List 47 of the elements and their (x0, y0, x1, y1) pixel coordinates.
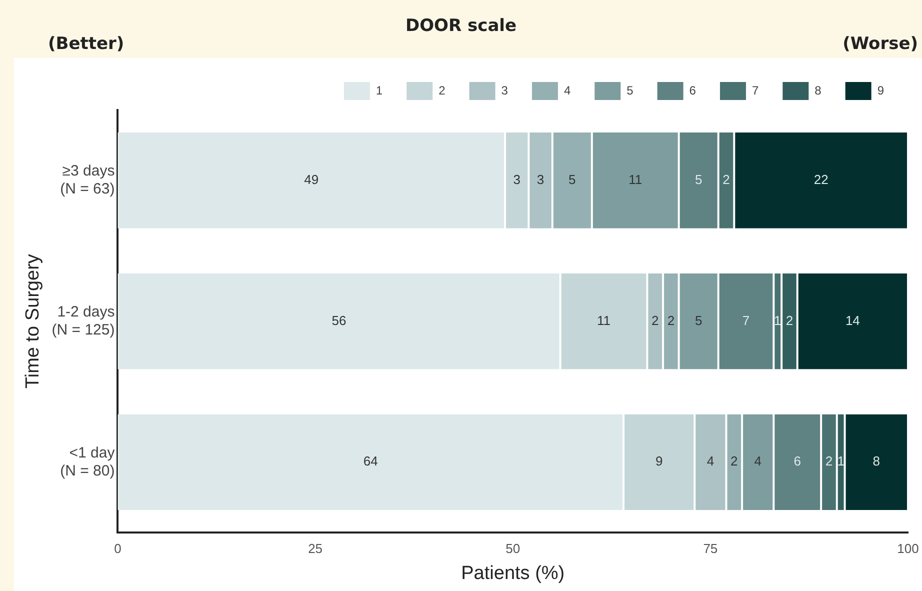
x-tick-label: 75 (703, 540, 718, 556)
x-tick-label: 50 (506, 540, 520, 556)
legend-title: DOOR scale (405, 16, 517, 36)
y-tick-label: ≥3 days (N = 63) (60, 162, 115, 198)
data-label: 9 (655, 454, 663, 469)
y-axis-title: Time to Surgery (22, 254, 44, 389)
data-label: 4 (754, 454, 762, 469)
x-tick-label: 0 (114, 540, 122, 556)
data-label: 2 (825, 454, 833, 469)
y-tick-label: <1 day (N = 80) (60, 444, 116, 480)
data-label: 5 (694, 312, 702, 328)
data-label: 6 (794, 454, 801, 469)
legend-label: 1 (376, 83, 383, 98)
legend-label: 4 (564, 83, 571, 98)
text: (Better) (48, 34, 124, 54)
data-label: 2 (652, 312, 659, 328)
data-label: 2 (722, 172, 730, 188)
x-tick-label: 100 (897, 540, 919, 556)
text: (Worse) (842, 34, 918, 54)
data-label: 4 (706, 454, 714, 469)
data-label: 2 (730, 454, 738, 469)
data-label: 64 (363, 454, 378, 469)
data-label: 56 (332, 312, 346, 328)
data-label: 8 (872, 454, 880, 469)
x-axis-title: Patients (%) (461, 562, 565, 584)
x-tick-label: 25 (308, 540, 323, 556)
data-label: 5 (568, 172, 576, 188)
y-tick-label: 1-2 days (N = 125) (52, 303, 115, 338)
data-label: 14 (845, 312, 860, 328)
legend-label: 7 (752, 83, 759, 98)
data-label: 2 (786, 312, 794, 328)
data-label: 11 (628, 172, 642, 188)
legend-label: 3 (501, 83, 508, 98)
data-label: 49 (304, 172, 319, 188)
data-label: 22 (814, 172, 828, 188)
data-label: 5 (694, 172, 702, 188)
legend-label: 2 (438, 83, 446, 98)
legend-label: 5 (626, 83, 634, 98)
legend-label: 9 (877, 83, 884, 98)
data-label: 3 (536, 172, 544, 188)
data-label: 7 (742, 312, 750, 328)
legend-label: 6 (689, 83, 696, 98)
data-label: 2 (667, 312, 675, 328)
data-label: 3 (513, 172, 520, 188)
data-label: 1 (837, 454, 844, 469)
data-label: 11 (597, 312, 610, 328)
legend-label: 8 (814, 83, 822, 98)
